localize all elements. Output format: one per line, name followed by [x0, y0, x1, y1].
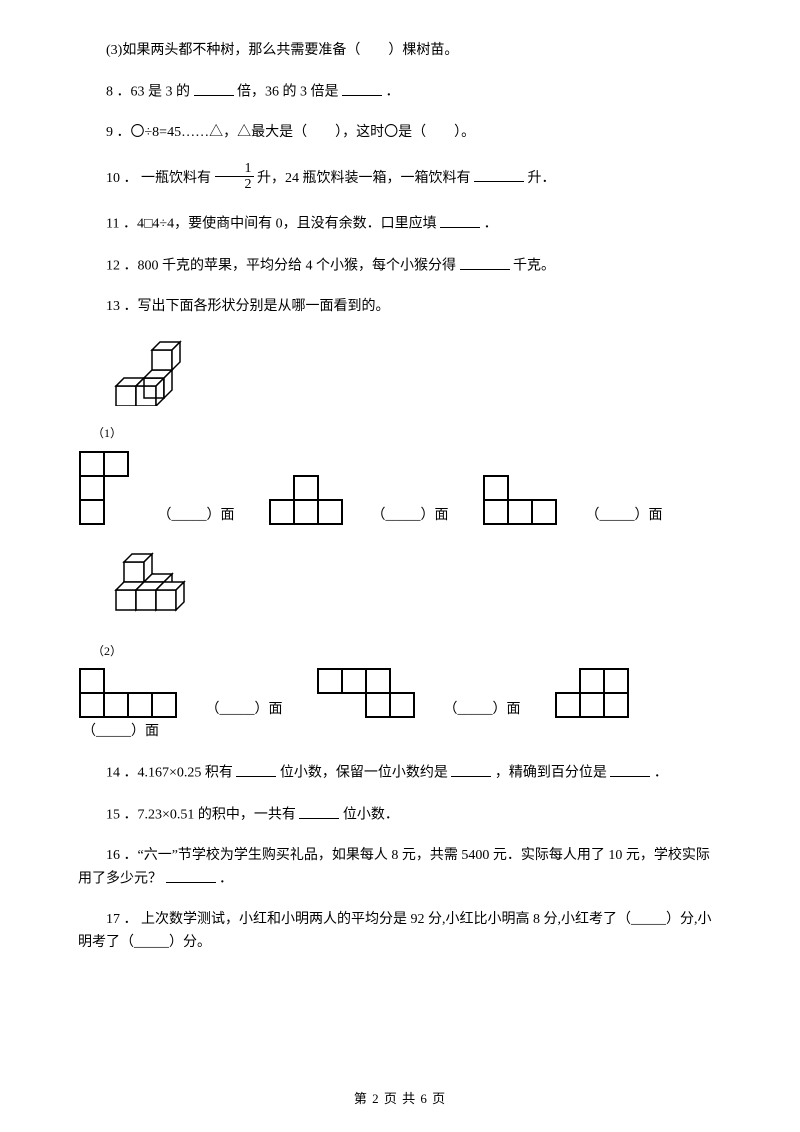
flat-shape-2a [78, 667, 180, 721]
blank-q15[interactable] [299, 803, 339, 818]
blank-q14-1[interactable] [236, 761, 276, 776]
q14-part-d: ． [654, 766, 668, 781]
q10-part-b: 升，24 瓶饮料装一箱，一箱饮料有 [257, 171, 471, 186]
question-10: 10 ． 一瓶饮料有 1 2 升，24 瓶饮料装一箱，一箱饮料有 升． [78, 163, 722, 195]
face-label-1b[interactable]: （_____）面 [372, 505, 449, 527]
iso-figure-2 [106, 546, 216, 624]
fraction-denominator: 2 [215, 177, 254, 192]
question-15: 15 ．7.23×0.51 的积中，一共有 位小数． [78, 803, 722, 827]
flat-shape-2b [316, 667, 418, 721]
q15-part-a: 15 ．7.23×0.51 的积中，一共有 [106, 808, 296, 823]
flat-shape-1a [78, 450, 132, 528]
fraction-half: 1 2 [215, 161, 254, 193]
blank-q8-2[interactable] [342, 80, 382, 95]
q8-part-b: 倍，36 的 3 倍是 [237, 85, 339, 100]
q8-part-a: 8 ．63 是 3 的 [106, 85, 190, 100]
question-12: 12 ．800 千克的苹果，平均分给 4 个小猴，每个小猴分得 千克。 [78, 254, 722, 278]
face-label-2c[interactable]: （_____）面 [82, 721, 159, 743]
q15-part-b: 位小数． [343, 808, 399, 823]
face-label-1a[interactable]: （_____）面 [158, 505, 235, 527]
q8-part-c: ． [386, 85, 400, 100]
blank-q12[interactable] [460, 254, 510, 269]
q11-part-b: ． [484, 217, 498, 232]
q10-part-c: 升． [528, 171, 556, 186]
flat-shapes-row-2: （_____）面 （_____）面 （_____）面 [78, 667, 722, 743]
question-8: 8 ．63 是 3 的 倍，36 的 3 倍是 ． [78, 80, 722, 104]
q11-part-a: 11 ．4□4÷4，要使商中间有 0，且没有余数．口里应填 [106, 217, 437, 232]
q14-part-a: 14 ．4.167×0.25 积有 [106, 766, 233, 781]
blank-q11[interactable] [440, 212, 480, 227]
face-label-1c[interactable]: （_____）面 [586, 505, 663, 527]
question-sub3: (3)如果两头都不种树，那么共需要准备（ ）棵树苗。 [78, 40, 722, 62]
question-9: 9 ．〇÷8=45……△，△最大是（ ），这时〇是（ ）。 [78, 122, 722, 144]
q14-part-b: 位小数，保留一位小数约是 [280, 766, 448, 781]
flat-shape-1c [482, 474, 560, 528]
q14-part-c: ，精确到百分位是 [495, 766, 607, 781]
face-label-2b[interactable]: （_____）面 [444, 699, 521, 721]
sub-label-2: （2） [92, 644, 122, 658]
blank-q14-2[interactable] [451, 761, 491, 776]
flat-shape-2c [554, 667, 632, 721]
blank-q14-3[interactable] [610, 761, 650, 776]
sub-label-1-row: （1） [92, 336, 722, 443]
q12-part-a: 12 ．800 千克的苹果，平均分给 4 个小猴，每个小猴分得 [106, 259, 456, 274]
question-16: 16 ．“六一”节学校为学生购买礼品，如果每人 8 元，共需 5400 元．实际… [78, 845, 722, 891]
q16-part-b: ． [219, 872, 233, 887]
question-14: 14 ．4.167×0.25 积有 位小数，保留一位小数约是 ，精确到百分位是 … [78, 761, 722, 785]
fraction-numerator: 1 [215, 161, 254, 177]
q12-part-b: 千克。 [513, 259, 555, 274]
face-label-2a[interactable]: （_____）面 [206, 699, 283, 721]
blank-q16[interactable] [166, 867, 216, 882]
question-17: 17 ． 上次数学测试，小红和小明两人的平均分是 92 分,小红比小明高 8 分… [78, 909, 722, 954]
page-footer: 第 2 页 共 6 页 [0, 1089, 800, 1110]
blank-q8-1[interactable] [194, 80, 234, 95]
question-11: 11 ．4□4÷4，要使商中间有 0，且没有余数．口里应填 ． [78, 212, 722, 236]
flat-shape-1b [268, 474, 346, 528]
sub-label-1: （1） [92, 426, 122, 440]
q10-part-a: 10 ． 一瓶饮料有 [106, 171, 211, 186]
flat-shapes-row-1: （_____）面 （_____）面 （_____）面 [78, 450, 722, 528]
blank-q10[interactable] [474, 166, 524, 181]
sub-label-2-row: （2） [92, 546, 722, 661]
iso-figure-1 [106, 336, 196, 406]
question-13: 13 ．写出下面各形状分别是从哪一面看到的。 [78, 296, 722, 318]
